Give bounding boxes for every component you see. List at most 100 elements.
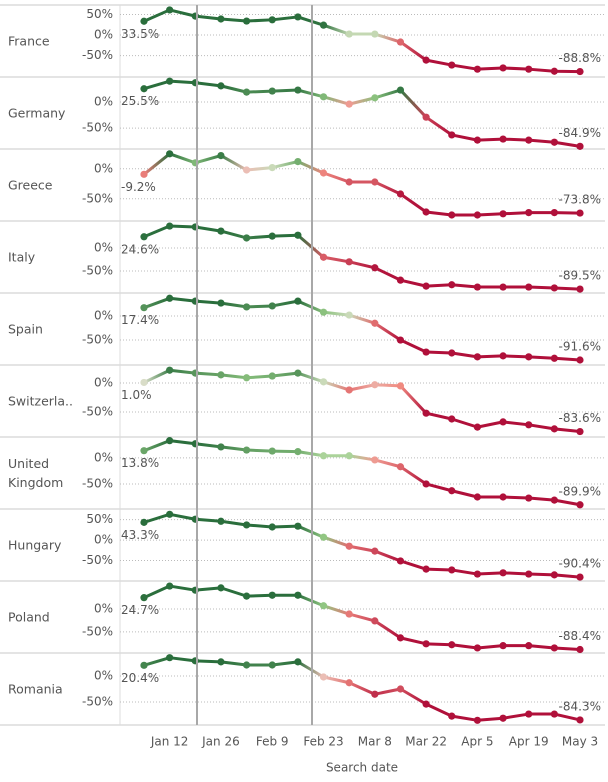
- data-point: [473, 283, 482, 291]
- data-point: [448, 131, 456, 139]
- data-point: [166, 437, 174, 445]
- y-tick-label: 0%: [94, 533, 113, 547]
- data-point: [499, 493, 507, 501]
- data-label: 17.4%: [121, 313, 159, 327]
- row-label: Germany: [8, 105, 66, 121]
- data-point: [242, 17, 251, 25]
- data-point: [396, 463, 405, 471]
- data-point: [473, 136, 482, 144]
- series-line: [143, 584, 581, 652]
- y-tick-label: 0%: [94, 450, 113, 464]
- data-label: -83.6%: [559, 411, 601, 425]
- data-point: [371, 319, 379, 327]
- data-point: [217, 584, 225, 592]
- data-point: [345, 679, 353, 687]
- data-point: [448, 566, 456, 574]
- data-point: [242, 234, 251, 242]
- series-line: [143, 224, 581, 291]
- data-point: [499, 352, 507, 360]
- data-label: 20.4%: [121, 671, 159, 685]
- data-point: [217, 299, 225, 307]
- data-point: [268, 447, 276, 455]
- data-point: [371, 178, 379, 186]
- row-label: France: [8, 33, 50, 49]
- data-point: [268, 164, 276, 172]
- data-point: [166, 366, 174, 374]
- data-point: [268, 87, 276, 95]
- row-label: United Kingdom: [8, 456, 64, 490]
- data-point: [422, 480, 430, 488]
- data-point: [268, 372, 276, 380]
- data-point: [499, 283, 507, 291]
- data-label: 13.8%: [121, 456, 159, 470]
- data-point: [396, 634, 405, 642]
- data-point: [242, 88, 251, 96]
- data-point: [217, 658, 225, 666]
- data-point: [396, 276, 405, 284]
- data-point: [473, 644, 482, 652]
- series-line: [143, 656, 581, 722]
- data-point: [140, 447, 148, 455]
- data-point: [550, 138, 558, 146]
- data-point: [422, 409, 430, 417]
- data-label: 25.5%: [121, 94, 159, 108]
- data-point: [422, 700, 430, 708]
- y-tick-label: -50%: [82, 476, 113, 490]
- data-point: [396, 382, 405, 390]
- data-point: [140, 304, 148, 312]
- data-point: [268, 591, 276, 599]
- data-point: [345, 311, 353, 319]
- data-point: [242, 446, 251, 454]
- y-tick-label: -50%: [82, 121, 113, 135]
- data-point: [294, 658, 302, 666]
- data-point: [294, 369, 302, 377]
- data-point: [319, 378, 328, 386]
- data-point: [319, 533, 328, 541]
- data-point: [473, 570, 482, 578]
- data-point: [319, 253, 328, 261]
- data-point: [396, 86, 405, 94]
- data-point: [242, 166, 251, 174]
- data-point: [166, 77, 174, 85]
- data-point: [319, 673, 328, 681]
- data-point: [140, 378, 148, 387]
- data-point: [345, 610, 353, 618]
- data-point: [499, 135, 507, 143]
- y-tick-label: 0%: [94, 309, 113, 323]
- data-point: [576, 142, 584, 150]
- data-point: [448, 61, 456, 69]
- x-tick-label: Apr 5: [461, 735, 493, 749]
- x-tick-label: Feb 9: [256, 735, 289, 749]
- data-point: [294, 448, 302, 456]
- data-point: [371, 381, 379, 389]
- data-point: [166, 582, 174, 590]
- data-point: [242, 374, 251, 382]
- data-point: [166, 222, 174, 230]
- data-point: [448, 641, 456, 649]
- data-point: [396, 685, 405, 693]
- data-point: [166, 150, 174, 158]
- data-point: [294, 591, 302, 599]
- data-point: [396, 557, 405, 565]
- data-point: [294, 86, 302, 94]
- data-point: [371, 547, 379, 555]
- data-point: [473, 211, 482, 219]
- data-label: -89.9%: [559, 484, 601, 498]
- data-point: [576, 573, 584, 581]
- data-point: [525, 353, 533, 361]
- data-point: [371, 264, 379, 272]
- y-tick-label: -50%: [82, 263, 113, 277]
- data-point: [473, 716, 482, 724]
- data-point: [576, 209, 584, 217]
- data-point: [550, 209, 558, 217]
- data-label: -88.8%: [559, 51, 601, 65]
- data-point: [217, 443, 225, 451]
- data-point: [422, 282, 430, 290]
- data-point: [499, 210, 507, 218]
- y-tick-label: -50%: [82, 695, 113, 709]
- data-label: -84.9%: [559, 126, 601, 140]
- data-point: [371, 456, 379, 464]
- data-point: [166, 6, 174, 14]
